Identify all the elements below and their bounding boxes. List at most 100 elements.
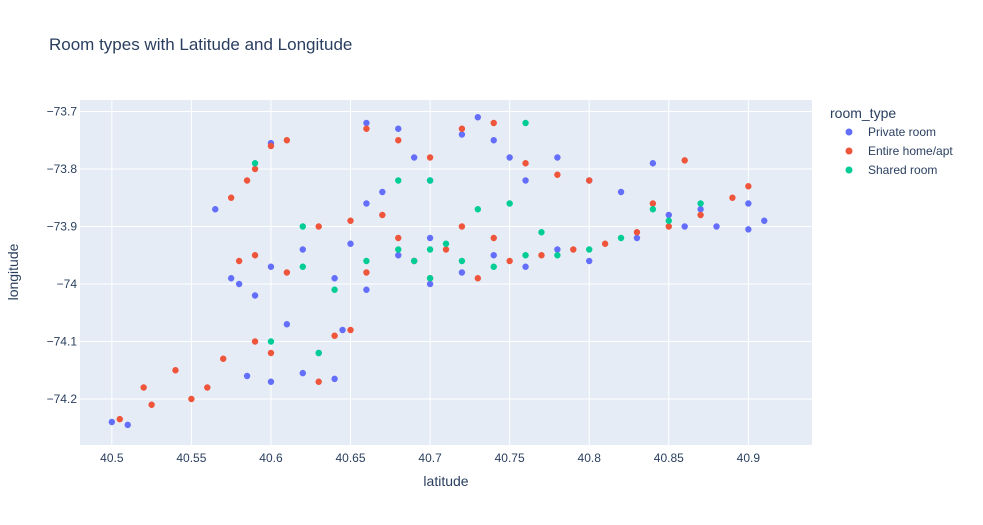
y-gridlines <box>80 111 812 400</box>
point-private-room <box>251 292 259 299</box>
point-private-room <box>379 188 386 196</box>
point-private-room <box>697 206 704 213</box>
point-entire-home-apt <box>395 137 402 144</box>
point-private-room <box>586 257 593 265</box>
point-entire-home-apt <box>148 401 155 408</box>
point-shared-room <box>426 275 434 282</box>
point-entire-home-apt <box>458 223 466 230</box>
point-entire-home-apt <box>426 154 434 161</box>
legend: room_type Private room Entire home/apt Sha… <box>830 105 953 177</box>
point-shared-room <box>410 257 418 265</box>
point-entire-home-apt <box>188 395 195 403</box>
y-tick-label: −73.7 <box>47 105 78 119</box>
point-private-room <box>490 137 497 144</box>
x-tick-label: 40.6 <box>259 451 283 465</box>
point-entire-home-apt <box>116 415 123 423</box>
point-entire-home-apt <box>140 384 147 391</box>
point-private-room <box>522 263 529 270</box>
point-shared-room <box>490 263 497 270</box>
point-shared-room <box>267 338 275 345</box>
x-tick-label: 40.5 <box>100 451 124 465</box>
legend-marker-private-room <box>845 128 853 136</box>
point-entire-home-apt <box>251 165 259 173</box>
x-tick-label: 40.75 <box>495 451 525 465</box>
point-shared-room <box>522 119 529 127</box>
x-axis-title: latitude <box>423 473 468 489</box>
point-private-room <box>458 131 466 138</box>
point-entire-home-apt <box>379 211 386 219</box>
point-shared-room <box>299 263 306 270</box>
point-private-room <box>299 246 306 253</box>
point-entire-home-apt <box>395 234 402 242</box>
point-private-room <box>713 223 720 230</box>
point-private-room <box>108 418 116 426</box>
point-private-room <box>426 234 434 242</box>
point-entire-home-apt <box>681 157 688 164</box>
point-entire-home-apt <box>267 349 275 357</box>
point-entire-home-apt <box>490 234 497 242</box>
point-private-room <box>212 206 219 213</box>
point-shared-room <box>697 200 704 207</box>
point-private-room <box>474 114 482 121</box>
point-shared-room <box>474 206 482 213</box>
y-tick-label: −74.2 <box>47 392 78 406</box>
point-entire-home-apt <box>442 246 450 253</box>
point-entire-home-apt <box>220 355 227 362</box>
point-entire-home-apt <box>570 246 577 253</box>
point-shared-room <box>649 206 657 213</box>
point-entire-home-apt <box>315 223 322 230</box>
y-tick-label: −73.9 <box>47 220 78 234</box>
point-entire-home-apt <box>745 183 752 190</box>
point-entire-home-apt <box>347 326 354 334</box>
point-entire-home-apt <box>315 378 322 385</box>
point-shared-room <box>665 217 672 224</box>
point-private-room <box>522 177 529 184</box>
point-shared-room <box>331 286 338 293</box>
point-private-room <box>745 226 752 233</box>
point-private-room <box>227 275 235 282</box>
x-tick-label: 40.85 <box>654 451 684 465</box>
legend-marker-entire-home-apt <box>845 147 853 155</box>
point-private-room <box>617 188 625 196</box>
point-private-room <box>331 375 338 383</box>
point-entire-home-apt <box>283 137 291 144</box>
point-shared-room <box>442 240 450 247</box>
point-private-room <box>363 200 370 207</box>
point-entire-home-apt <box>474 275 482 282</box>
point-entire-home-apt <box>331 332 338 339</box>
x-gridlines <box>111 100 749 445</box>
point-shared-room <box>363 257 370 265</box>
point-private-room <box>347 240 354 247</box>
x-tick-labels: 40.5 40.55 40.6 40.65 40.7 40.75 40.8 40.85 40.9 <box>100 451 760 465</box>
legend-marker-shared-room <box>845 166 853 174</box>
point-entire-home-apt <box>204 384 211 391</box>
point-entire-home-apt <box>586 177 593 184</box>
point-entire-home-apt <box>729 194 736 201</box>
point-entire-home-apt <box>601 240 609 247</box>
point-entire-home-apt <box>267 142 275 150</box>
point-entire-home-apt <box>172 367 179 374</box>
point-entire-home-apt <box>227 194 235 201</box>
point-entire-home-apt <box>251 252 259 259</box>
point-private-room <box>506 154 513 161</box>
point-private-room <box>554 154 561 161</box>
point-private-room <box>554 246 561 253</box>
point-private-room <box>395 125 402 132</box>
point-private-room <box>124 421 131 429</box>
point-private-room <box>339 326 346 334</box>
data-points <box>108 114 768 429</box>
y-tick-label: −74.1 <box>47 335 78 349</box>
point-shared-room <box>458 257 466 265</box>
point-entire-home-apt <box>665 223 672 230</box>
point-private-room <box>299 369 306 377</box>
point-private-room <box>331 275 338 282</box>
legend-label-shared-room: Shared room <box>868 163 937 177</box>
x-tick-label: 40.7 <box>418 451 442 465</box>
point-shared-room <box>299 223 306 230</box>
point-private-room <box>649 160 657 167</box>
point-private-room <box>363 286 370 293</box>
point-entire-home-apt <box>251 338 259 345</box>
chart-title: Room types with Latitude and Longitude <box>49 35 352 54</box>
point-private-room <box>426 280 434 288</box>
